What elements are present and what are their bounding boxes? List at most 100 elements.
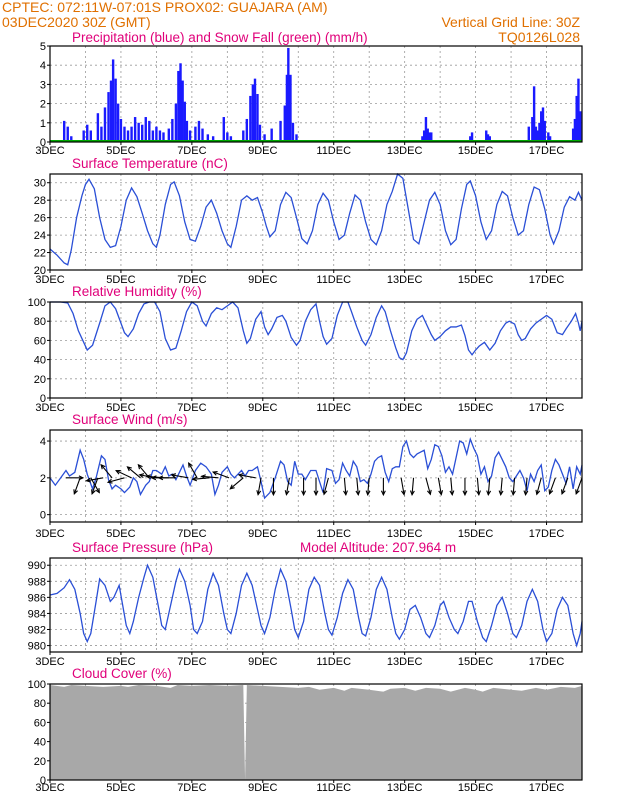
precipitation-y-tick-label: 5: [40, 41, 46, 53]
wind-vector: [115, 470, 132, 479]
pressure-y-tick-label: 988: [28, 576, 46, 588]
precip-bar: [96, 113, 100, 142]
wind-vector: [365, 477, 371, 497]
precip-bar: [547, 132, 550, 142]
cloud-panel: 0 20 40 60 80 100 3DEC 5DEC 7DEC 9DEC 11DEC 13DEC 15…: [28, 666, 583, 794]
wind-vector: [126, 466, 141, 479]
cloud-x-tick-label: 7DEC: [177, 782, 206, 794]
wind-vector-shaft: [323, 477, 329, 495]
wind-vector-head: [449, 490, 455, 497]
wind-vector-head: [301, 490, 307, 497]
wind-vector: [523, 477, 529, 497]
cloud-y-tick-label: 60: [34, 717, 46, 729]
wind-vector-shaft: [91, 477, 99, 495]
precip-bar: [285, 74, 289, 142]
wind-vector-head: [157, 475, 164, 481]
wind-vector-head: [511, 490, 516, 497]
precipitation-x-tick-label: 15DEC: [458, 145, 494, 157]
wind-vector-head: [409, 490, 415, 497]
precip-bar: [109, 80, 113, 142]
precipitation-x-tick-label: 11DEC: [316, 145, 351, 157]
wind-vector-head: [85, 477, 91, 483]
wind-vector-shaft: [171, 474, 189, 479]
vertical-grid-note: Vertical Grid Line: 30Z: [441, 14, 580, 30]
wind-vector: [65, 475, 85, 481]
humidity-x-tick-label: 3DEC: [35, 402, 64, 414]
wind-vector-head: [284, 490, 290, 496]
precip-bar: [541, 107, 545, 142]
wind-y-tick-label: 0: [40, 510, 46, 522]
precip-bar: [421, 136, 424, 142]
wind-vector: [191, 476, 210, 482]
wind-vector: [91, 477, 99, 496]
wind-title: Surface Wind (m/s): [72, 412, 188, 427]
precip-bar: [100, 126, 103, 142]
wind-vector-head: [188, 462, 193, 468]
cloud-cover-area: [50, 684, 582, 780]
wind-x-tick-label: 5DEC: [106, 528, 135, 540]
humidity-x-tick-label: 15DEC: [458, 402, 494, 414]
cloud-x-tick-label: 3DEC: [35, 782, 64, 794]
temperature-x-tick-label: 3DEC: [35, 274, 64, 286]
wind-vector-shaft: [100, 464, 113, 479]
humidity-x-tick-label: 13DEC: [387, 402, 423, 414]
precip-bar: [123, 126, 126, 142]
wind-x-tick-label: 15DEC: [458, 528, 494, 540]
wind-vector-head: [535, 489, 541, 496]
wind-frame: [49, 429, 583, 523]
wind-vector-head: [355, 490, 361, 497]
wind-vector-head: [138, 473, 145, 478]
wind-vector: [548, 477, 556, 496]
temperature-y-tick-label: 26: [34, 213, 46, 225]
precip-bar: [148, 120, 151, 142]
precip-bar: [89, 130, 92, 142]
cloud-x-tick-label: 5DEC: [106, 782, 135, 794]
wind-vector-shaft: [500, 477, 503, 495]
wind-vector-shaft: [257, 477, 262, 495]
wind-vector-head: [115, 470, 121, 475]
precip-bar: [151, 130, 155, 142]
cloud-x-tick-label: 13DEC: [387, 782, 423, 794]
precip-bar: [116, 103, 120, 142]
precip-bar: [571, 128, 575, 142]
wind-vector-shaft: [450, 477, 453, 495]
cloud-y-tick-label: 20: [34, 756, 46, 768]
wind-vector: [560, 477, 569, 496]
humidity-x-tick-label: 11DEC: [316, 402, 351, 414]
wind-vector-shaft: [575, 477, 583, 495]
wind-vector: [462, 477, 468, 497]
wind-vector-shaft: [212, 471, 230, 479]
wind-vector: [313, 477, 319, 497]
humidity-y-tick-label: 20: [34, 374, 46, 386]
precip-bar: [579, 111, 582, 142]
precipitation-panel: 0 1 2 3 4 5 3DEC 5DEC 7DEC 9DEC 11DEC 13DEC 15DEC 17D…: [35, 30, 583, 157]
cloud-frame: [49, 683, 583, 781]
humidity-y-tick-label: 80: [34, 316, 46, 328]
wind-x-tick-label: 11DEC: [316, 528, 351, 540]
precipitation-y-tick-label: 2: [40, 99, 46, 111]
pressure-x-tick-label: 5DEC: [106, 656, 135, 668]
pressure-x-tick-label: 11DEC: [316, 656, 351, 668]
humidity-line: [50, 301, 583, 361]
wind-vector-shaft: [107, 477, 125, 483]
wind-vector: [498, 477, 504, 497]
pressure-x-tick-label: 9DEC: [248, 656, 277, 668]
wind-vector: [229, 477, 244, 490]
wind-vector: [170, 473, 189, 479]
precip-bar: [256, 94, 259, 142]
pressure-annotation: Model Altitude: 207.964 m: [300, 540, 456, 555]
cloud-x-tick-label: 9DEC: [248, 782, 277, 794]
precip-bar: [62, 120, 66, 142]
precip-bar: [114, 78, 117, 142]
precip-bar: [287, 47, 290, 142]
wind-vector: [511, 477, 516, 497]
wind-vector-shaft: [86, 477, 104, 482]
precipitation-title: Precipitation (blue) and Snow Fall (gree…: [72, 30, 368, 45]
precip-bar: [577, 78, 580, 142]
wind-vector-shaft: [549, 477, 556, 495]
humidity-frame: [49, 301, 583, 399]
precipitation-x-tick-label: 13DEC: [387, 145, 423, 157]
wind-vector-head: [548, 489, 554, 496]
precip-bar: [486, 134, 490, 142]
